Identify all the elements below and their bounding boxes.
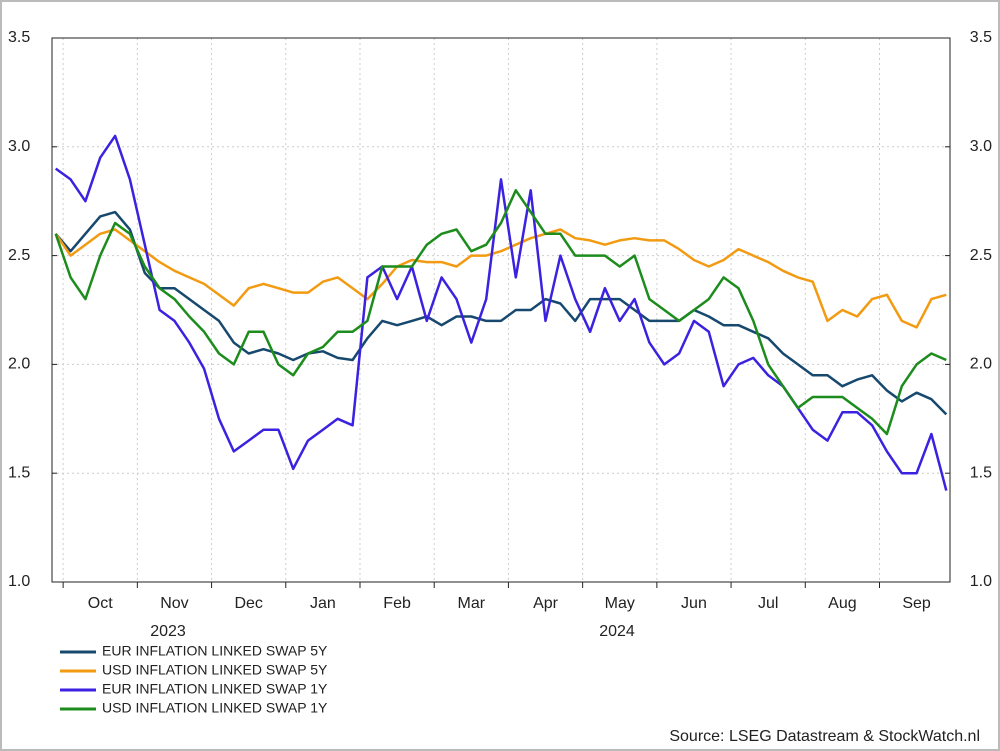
x-tick-label: Mar (458, 595, 486, 612)
x-tick-label: Sep (902, 595, 931, 612)
y-tick-label: 2.0 (970, 356, 992, 373)
legend-label: USD INFLATION LINKED SWAP 1Y (102, 700, 328, 716)
x-tick-label: Apr (533, 595, 559, 612)
y-tick-label: 2.5 (8, 247, 30, 264)
y-tick-label: 3.0 (8, 138, 30, 155)
year-label: 2023 (150, 623, 186, 640)
y-tick-label: 3.0 (970, 138, 992, 155)
x-tick-label: Oct (88, 595, 113, 612)
year-label: 2024 (599, 623, 635, 640)
legend: EUR INFLATION LINKED SWAP 5Y USD INFLATIO… (60, 643, 328, 716)
legend-label: USD INFLATION LINKED SWAP 5Y (102, 662, 328, 678)
x-tick-label: Jan (310, 595, 336, 612)
y-tick-label: 3.5 (8, 29, 30, 46)
source: Source: LSEG Datastream & StockWatch.nl (669, 728, 980, 745)
y-tick-label: 2.5 (970, 247, 992, 264)
x-tick-label: Jul (758, 595, 778, 612)
series-line (54, 228, 947, 329)
y-tick-label: 3.5 (970, 29, 992, 46)
x-tick-label: May (605, 595, 635, 612)
legend-label: EUR INFLATION LINKED SWAP 5Y (102, 643, 328, 659)
x-tick-label: Aug (828, 595, 856, 612)
y-tick-label: 1.0 (8, 573, 30, 590)
series-line (54, 210, 948, 416)
y-tick-label: 1.0 (970, 573, 992, 590)
y-tick-label: 1.5 (970, 464, 992, 481)
y-tick-label: 2.0 (8, 356, 30, 373)
x-tick-label: Dec (234, 595, 262, 612)
series-line (54, 189, 947, 436)
x-tick-label: Nov (160, 595, 188, 612)
legend-label: EUR INFLATION LINKED SWAP 1Y (102, 681, 328, 697)
x-tick-label: Jun (681, 595, 707, 612)
x-tick-label: Feb (383, 595, 411, 612)
plot-border (51, 37, 951, 583)
y-tick-label: 1.5 (8, 464, 30, 481)
